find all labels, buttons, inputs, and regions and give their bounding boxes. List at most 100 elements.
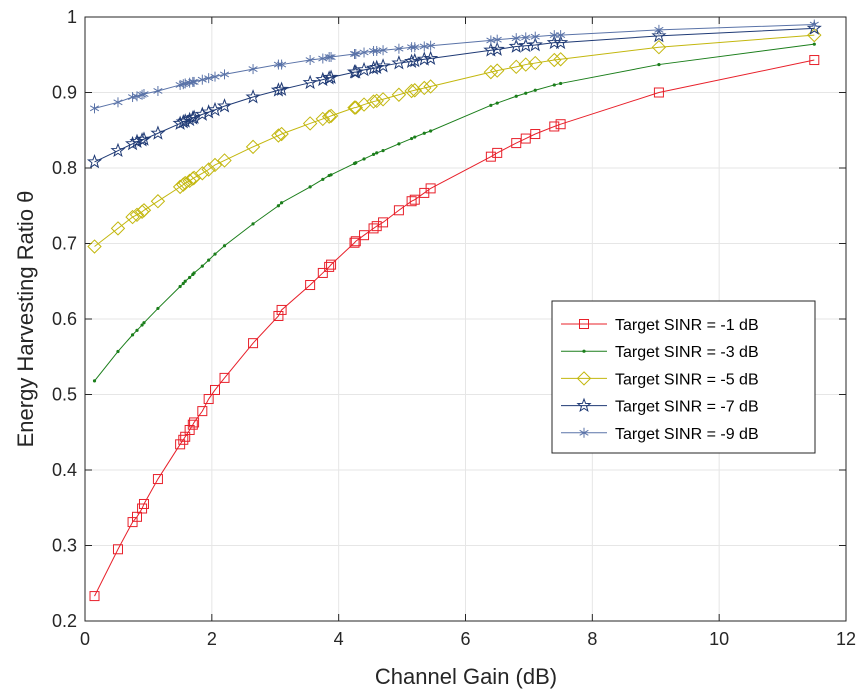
- data-point: [110, 142, 126, 158]
- data-point: [514, 94, 518, 98]
- data-point: [350, 236, 361, 247]
- data-point: [321, 109, 337, 124]
- tick-labels: 0 2 4 6 8 10 12 0.2 0.3 0.4 0.5 0.6 0.7 0.8 0.9 1: [52, 7, 856, 649]
- data-point: [129, 207, 145, 223]
- data-point: [326, 52, 336, 63]
- data-point: [277, 59, 287, 70]
- data-point: [511, 33, 521, 44]
- legend-label: Target SINR = -1 dB: [615, 317, 759, 334]
- data-point: [217, 153, 232, 168]
- data-point: [423, 79, 438, 94]
- data-point: [351, 48, 361, 59]
- data-point: [136, 203, 152, 218]
- data-point: [189, 417, 200, 428]
- marker-stroke: [349, 51, 360, 57]
- data-point: [495, 101, 499, 105]
- data-point: [381, 149, 385, 153]
- legend-item: Target SINR = -7 dB: [561, 397, 759, 416]
- x-tick-label: 2: [207, 629, 217, 649]
- data-point: [530, 129, 541, 140]
- data-point: [207, 258, 211, 262]
- data-point: [210, 384, 221, 395]
- data-point: [654, 24, 664, 35]
- y-tick-label: 1: [67, 7, 77, 27]
- data-point: [366, 94, 381, 109]
- x-tick-label: 6: [460, 629, 470, 649]
- data-point: [375, 151, 379, 155]
- data-point: [552, 83, 556, 87]
- data-point: [391, 55, 407, 70]
- data-point: [489, 103, 493, 107]
- marker-stroke: [419, 43, 429, 50]
- data-point: [369, 93, 384, 109]
- data-point: [248, 64, 258, 75]
- data-point: [245, 89, 261, 104]
- data-point: [321, 177, 325, 181]
- data-point: [391, 87, 407, 102]
- x-tick-label: 4: [334, 629, 344, 649]
- data-point: [197, 74, 207, 85]
- data-point: [216, 98, 233, 113]
- legend-label: Target SINR = -7 dB: [615, 399, 759, 416]
- data-point: [178, 434, 189, 445]
- marker-stroke: [579, 429, 589, 436]
- data-point: [359, 230, 370, 241]
- data-point: [651, 39, 667, 55]
- data-point: [192, 271, 196, 275]
- data-point: [483, 64, 499, 80]
- data-point: [809, 19, 819, 30]
- data-point: [210, 71, 220, 82]
- data-point: [485, 151, 496, 162]
- marker-stroke: [809, 21, 819, 28]
- data-point: [129, 133, 145, 148]
- data-point: [183, 279, 187, 283]
- legend-marker: [576, 397, 592, 413]
- data-point: [195, 166, 210, 181]
- legend-item: Target SINR = -9 dB: [561, 426, 759, 443]
- marker-stroke: [511, 35, 521, 42]
- legend-box: [551, 300, 816, 454]
- data-point: [375, 58, 391, 73]
- data-point: [378, 217, 389, 228]
- series-3: [87, 27, 822, 254]
- data-point: [553, 34, 569, 50]
- data-point: [222, 244, 227, 248]
- data-point: [533, 88, 537, 92]
- data-point: [492, 147, 503, 158]
- data-point: [188, 275, 192, 280]
- data-point: [130, 333, 135, 337]
- marker-stroke: [132, 93, 142, 100]
- marker-stroke: [394, 45, 404, 52]
- marker-stroke: [139, 91, 149, 97]
- series-line: [94, 59, 815, 597]
- y-tick-label: 0.2: [52, 611, 77, 631]
- legend-marker: [582, 349, 586, 353]
- marker-stroke: [326, 54, 336, 60]
- data-point: [308, 185, 312, 189]
- data-point: [201, 104, 217, 119]
- data-point: [248, 338, 259, 349]
- data-point: [302, 116, 318, 131]
- data-point: [135, 328, 139, 332]
- data-point: [657, 62, 661, 67]
- data-point: [207, 157, 223, 173]
- data-point: [555, 119, 566, 130]
- data-point: [138, 498, 149, 509]
- legend-label: Target SINR = -3 dB: [615, 344, 759, 361]
- legend-label: Target SINR = -5 dB: [615, 371, 759, 388]
- data-point: [219, 69, 230, 80]
- y-tick-label: 0.4: [52, 460, 77, 480]
- marker-stroke: [378, 47, 388, 54]
- marker-stroke: [351, 51, 361, 57]
- x-tick-label: 10: [709, 629, 729, 649]
- data-point: [559, 81, 563, 86]
- y-axis-label: Energy Harvesting Ratio θ: [13, 191, 38, 448]
- marker-stroke: [410, 44, 420, 51]
- data-point: [425, 183, 436, 194]
- data-point: [653, 87, 664, 98]
- data-point: [156, 306, 160, 311]
- y-tick-label: 0.7: [52, 234, 77, 254]
- legend-marker: [579, 319, 589, 329]
- data-point: [203, 394, 214, 405]
- data-point: [556, 30, 566, 41]
